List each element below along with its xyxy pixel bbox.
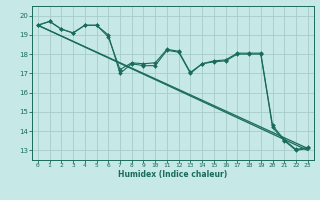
X-axis label: Humidex (Indice chaleur): Humidex (Indice chaleur) — [118, 170, 228, 179]
